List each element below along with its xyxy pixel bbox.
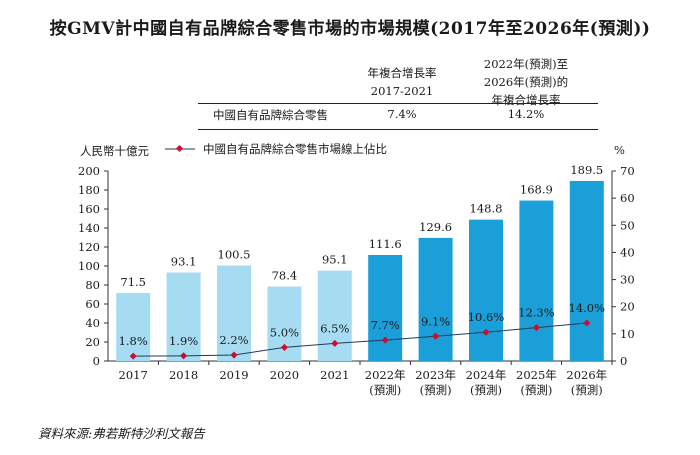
y2-tick-label: 30: [620, 273, 635, 287]
bar-value-label: 71.5: [120, 275, 146, 289]
cagr-value-2017-2021: 7.4%: [387, 107, 417, 121]
x-tick-label: 2018: [169, 368, 198, 382]
share-point-label: 6.5%: [320, 321, 349, 335]
source-note: 資料來源:弗若斯特沙利文報告: [38, 426, 205, 441]
y-tick-label: 40: [85, 316, 100, 330]
x-tick-label: 2026年: [566, 368, 607, 382]
x-tick-label: 2022年: [365, 368, 406, 382]
share-point-label: 14.0%: [569, 301, 606, 315]
share-point: [482, 328, 490, 336]
bar-value-label: 93.1: [171, 255, 197, 269]
x-tick-label: 2020: [270, 368, 299, 382]
share-point-label: 12.3%: [518, 306, 555, 320]
bar: [217, 265, 251, 361]
share-point: [583, 319, 591, 327]
cagr-header-line: 2022年(預測)至: [483, 57, 569, 71]
share-point-label: 1.8%: [119, 334, 148, 348]
x-tick-label: 2017: [119, 368, 148, 382]
y2-tick-label: 40: [620, 245, 635, 259]
share-line: [133, 322, 587, 357]
y2-tick-label: 50: [620, 218, 635, 232]
x-tick-label: 2021: [320, 368, 349, 382]
share-point-label: 10.6%: [468, 310, 505, 324]
share-point: [432, 332, 440, 340]
legend: 中國自有品牌綜合零售市場線上佔比: [165, 141, 387, 157]
share-point: [230, 351, 238, 359]
table-rule-bottom: [198, 129, 598, 130]
share-point-label: 1.9%: [169, 334, 198, 348]
y-tick-label: 60: [85, 297, 100, 311]
y2-tick-label: 20: [620, 300, 635, 314]
share-point-label: 9.1%: [421, 314, 450, 328]
cagr-row-label: 中國自有品牌綜合零售: [213, 108, 328, 122]
bar: [469, 219, 503, 361]
x-tick-label: 2025年: [516, 368, 557, 382]
y-tick-label: 100: [78, 259, 100, 273]
x-tick-label: (預測): [420, 383, 452, 397]
chart-title: 按GMV計中國自有品牌綜合零售市場的市場規模(2017年至2026年(預測)): [49, 19, 651, 39]
bar: [569, 180, 604, 361]
share-point-label: 5.0%: [270, 325, 299, 339]
x-tick-label: (預測): [470, 383, 502, 397]
cagr-header-line: 年複合增長率: [367, 66, 437, 80]
cagr-table: 年複合增長率 2017-2021 2022年(預測)至 2026年(預測)的 年…: [0, 0, 700, 140]
bar-value-label: 111.6: [369, 237, 402, 251]
bar: [368, 254, 403, 361]
share-point: [180, 352, 188, 360]
y-tick-label: 20: [85, 335, 100, 349]
cagr-header-line: 2017-2021: [370, 84, 434, 98]
legend-label: 中國自有品牌綜合零售市場線上佔比: [203, 142, 387, 156]
share-point: [532, 324, 540, 332]
x-tick-label: (預測): [369, 383, 401, 397]
x-tick-label: 2019: [219, 368, 248, 382]
share-point: [381, 336, 389, 344]
share-point-label: 2.2%: [219, 333, 248, 347]
share-point: [280, 343, 288, 351]
x-tick-label: (預測): [571, 383, 603, 397]
y2-tick-label: 60: [620, 191, 635, 205]
bar: [519, 200, 554, 361]
x-tick-label: 2023年: [415, 368, 456, 382]
share-point: [129, 352, 137, 360]
cagr-value-2022-2026: 14.2%: [507, 107, 545, 121]
bar: [166, 272, 201, 361]
bar-value-label: 189.5: [570, 163, 603, 177]
x-tick-label: (預測): [520, 383, 552, 397]
y-tick-label: 120: [78, 240, 100, 254]
y-tick-label: 0: [93, 354, 100, 368]
y2-tick-label: 0: [620, 354, 627, 368]
y-tick-label: 160: [78, 202, 100, 216]
legend-line-marker-icon: [165, 144, 195, 153]
x-tick-label: 2024年: [466, 368, 507, 382]
bar-value-label: 100.5: [218, 248, 251, 262]
y2-axis-unit-label: %: [614, 143, 625, 157]
bar-value-label: 129.6: [419, 220, 452, 234]
y-tick-label: 140: [78, 221, 100, 235]
y2-tick-label: 10: [620, 327, 635, 341]
table-rule-top: [198, 103, 598, 104]
y-tick-label: 180: [78, 183, 100, 197]
share-point-label: 7.7%: [371, 318, 400, 332]
bar-value-label: 95.1: [322, 253, 348, 267]
y-axis-unit-label: 人民幣十億元: [80, 144, 149, 158]
cagr-header-2017-2021: 年複合增長率 2017-2021: [352, 64, 452, 100]
bar: [418, 237, 453, 361]
bar-value-label: 148.8: [470, 202, 503, 216]
bar-value-label: 78.4: [272, 269, 298, 283]
y-tick-label: 200: [78, 164, 100, 178]
y2-tick-label: 70: [620, 164, 635, 178]
bar-value-label: 168.9: [520, 183, 553, 197]
share-point: [331, 339, 339, 347]
bar: [116, 293, 151, 361]
bar: [317, 270, 352, 361]
y-tick-label: 80: [85, 278, 100, 292]
cagr-header-line: 2026年(預測)的: [483, 75, 569, 89]
